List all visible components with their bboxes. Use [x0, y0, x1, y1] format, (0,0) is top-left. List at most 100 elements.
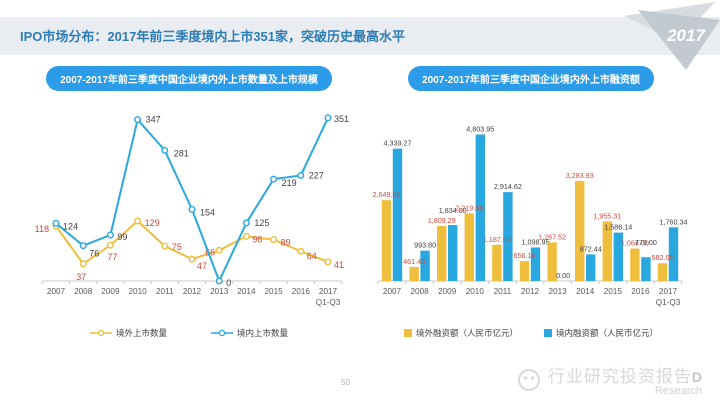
- series-0-data-label: 2,649.65: [373, 190, 401, 199]
- x-axis-label: 2017: [319, 287, 338, 296]
- header-band: IPO市场分布：2017年前三季度境内上市351家，突破历史最高水平: [0, 17, 720, 55]
- x-axis-label: 2013: [210, 287, 229, 296]
- line-chart-title: 2007-2017年前三季度中国企业境内外上市数量及上市规模: [46, 66, 332, 91]
- bar-chart: 2007 2008 2009 2010 2011 2012 2013 2014 2015 2016…: [373, 124, 688, 307]
- series-0-bar: [602, 221, 612, 281]
- series-0-bar: [657, 263, 668, 281]
- series-1-data-label: 1,834.00: [439, 206, 467, 215]
- series-1-marker: [52, 219, 60, 227]
- x-axis-note: Q1-Q3: [656, 298, 681, 307]
- financing-amount-chart-panel: 2007-2017年前三季度中国企业境内外上市融资额 2007 2008 2009 2…: [368, 60, 694, 339]
- series-0-data-label: 118: [35, 224, 49, 234]
- series-1-marker: [79, 242, 87, 250]
- series-0-data-label: 461.49: [403, 257, 425, 266]
- legend-item: 境外上市数量: [89, 327, 167, 339]
- series-1-bar: [475, 134, 485, 281]
- series-1-data-label: 347: [146, 115, 161, 125]
- x-axis-label: 2013: [548, 287, 567, 296]
- page-title: IPO市场分布：2017年前三季度境内上市351家，突破历史最高水平: [20, 29, 406, 44]
- x-axis-note: Q1-Q3: [316, 298, 341, 307]
- series-1-bar: [586, 254, 596, 281]
- series-0-data-label: 129: [145, 218, 160, 228]
- series-1-marker: [270, 175, 278, 183]
- series-1-data-label: 0.00: [556, 271, 570, 280]
- series-1-marker: [215, 277, 223, 285]
- series-1-marker: [324, 114, 332, 122]
- series-0-marker: [106, 241, 114, 249]
- x-axis-label: 2017: [659, 287, 678, 296]
- series-0-data-label: 582.05: [652, 253, 674, 262]
- charts-row: 2007-2017年前三季度中国企业境内外上市数量及上市规模 2007 2008 2…: [0, 60, 720, 339]
- series-0-data-label: 77: [107, 252, 117, 262]
- series-0-data-label: 1,187.53: [483, 235, 511, 244]
- x-axis-label: 2009: [438, 287, 457, 296]
- series-1-data-label: 1,760.34: [660, 217, 688, 226]
- series-0-data-label: 89: [281, 238, 291, 248]
- x-axis-label: 2007: [383, 287, 402, 296]
- legend-line-marker-icon: [89, 329, 112, 337]
- series-0-marker: [297, 247, 305, 255]
- watermark-text: 行业研究投资报告: [547, 367, 692, 386]
- series-1-bar: [503, 192, 513, 281]
- series-1-data-label: 4,339.27: [384, 139, 412, 148]
- series-0-marker: [242, 232, 250, 240]
- year-badge: 2017: [666, 26, 706, 45]
- legend-item: 境内融资额（人民币亿元）: [544, 327, 658, 339]
- x-axis-label: 2010: [466, 287, 485, 296]
- x-axis-label: 2010: [128, 287, 147, 296]
- series-1-data-label: 351: [334, 114, 349, 124]
- x-axis-label: 2012: [521, 287, 540, 296]
- x-axis-label: 2011: [156, 287, 174, 296]
- x-axis-label: 2008: [74, 287, 93, 296]
- legend-swatch-icon: [403, 329, 412, 337]
- series-0-bar: [381, 200, 392, 281]
- line-chart: 2007 2008 2009 2010 2011 2012 2013 2014 2015 2016…: [35, 114, 349, 307]
- series-1-marker: [134, 116, 142, 124]
- series-0-marker: [79, 260, 87, 268]
- x-axis-label: 2011: [494, 287, 512, 296]
- series-0-data-label: 41: [334, 260, 344, 270]
- series-1-data-label: 124: [63, 221, 78, 231]
- series-0-data-label: 3,283.93: [566, 171, 594, 180]
- series-1-bar: [420, 250, 430, 281]
- series-1-data-label: 4,803.95: [466, 124, 494, 133]
- series-0-data-label: 1,955.31: [593, 211, 621, 220]
- series-0-data-label: 656.16: [514, 251, 536, 260]
- series-1-bar: [641, 257, 651, 281]
- listing-count-chart-panel: 2007-2017年前三季度中国企业境内外上市数量及上市规模 2007 2008 2…: [26, 60, 352, 339]
- series-1-bar: [530, 247, 541, 281]
- legend-item: 境外融资额（人民币亿元）: [403, 327, 518, 339]
- watermark-icon: [517, 369, 540, 391]
- series-0-bar: [492, 244, 502, 281]
- series-1-bar: [613, 232, 623, 281]
- series-0-bar: [575, 180, 585, 281]
- series-1-data-label: 219: [282, 178, 297, 188]
- series-0-data-label: 66: [205, 247, 215, 257]
- legend-label: 境外上市数量: [115, 328, 167, 338]
- legend-swatch-icon: [544, 329, 552, 337]
- series-1-data-label: 872.44: [580, 244, 602, 253]
- legend-label: 境内融资额（人民币亿元）: [556, 328, 659, 338]
- x-axis-label: 2008: [410, 287, 429, 296]
- series-0-data-label: 75: [172, 242, 182, 252]
- series-1-bar: [448, 225, 458, 281]
- page-number: 50: [341, 378, 350, 387]
- series-1-marker: [297, 171, 305, 179]
- x-axis-label: 2014: [237, 287, 256, 296]
- watermark-logo: 行业研究投资报告D Research: [516, 367, 702, 397]
- x-axis-label: 2016: [631, 287, 650, 296]
- line-chart-legend: 境外上市数量 境内上市数量: [26, 327, 352, 339]
- watermark-research-text: Research: [654, 385, 702, 397]
- series-1-data-label: 779.00: [635, 238, 657, 247]
- x-axis-label: 2012: [183, 287, 202, 296]
- series-0-data-label: 64: [307, 251, 317, 261]
- series-1-data-label: 125: [254, 218, 269, 228]
- series-0-marker: [324, 258, 332, 266]
- year-2017-ribbon: 2017: [624, 2, 720, 70]
- series-0-bar: [519, 260, 530, 281]
- series-0-bar: [547, 242, 557, 281]
- series-1-data-label: 281: [174, 148, 189, 158]
- series-1-data-label: 1,098.95: [522, 237, 550, 246]
- legend-label: 境内上市数量: [237, 328, 289, 338]
- series-1-data-label: 227: [309, 170, 324, 180]
